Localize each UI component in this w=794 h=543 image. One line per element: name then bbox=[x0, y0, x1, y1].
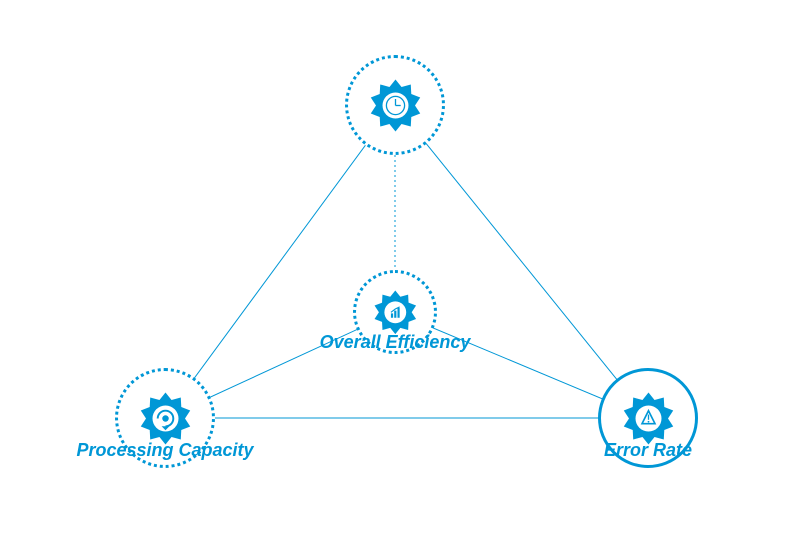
node-error-rate: Error Rate bbox=[598, 368, 698, 468]
diagram-canvas: Processing Time Processing Capacity Erro… bbox=[0, 0, 794, 543]
node-circle bbox=[345, 55, 445, 155]
gear-clock-icon bbox=[363, 73, 428, 138]
node-overall-efficiency: Overall Efficiency bbox=[353, 270, 437, 354]
node-label: Overall Efficiency bbox=[320, 332, 471, 353]
node-processing-capacity: Processing Capacity bbox=[115, 368, 215, 468]
node-label: Error Rate bbox=[604, 440, 692, 461]
node-label: Processing Capacity bbox=[76, 440, 253, 461]
node-processing-time: Processing Time bbox=[345, 55, 445, 155]
